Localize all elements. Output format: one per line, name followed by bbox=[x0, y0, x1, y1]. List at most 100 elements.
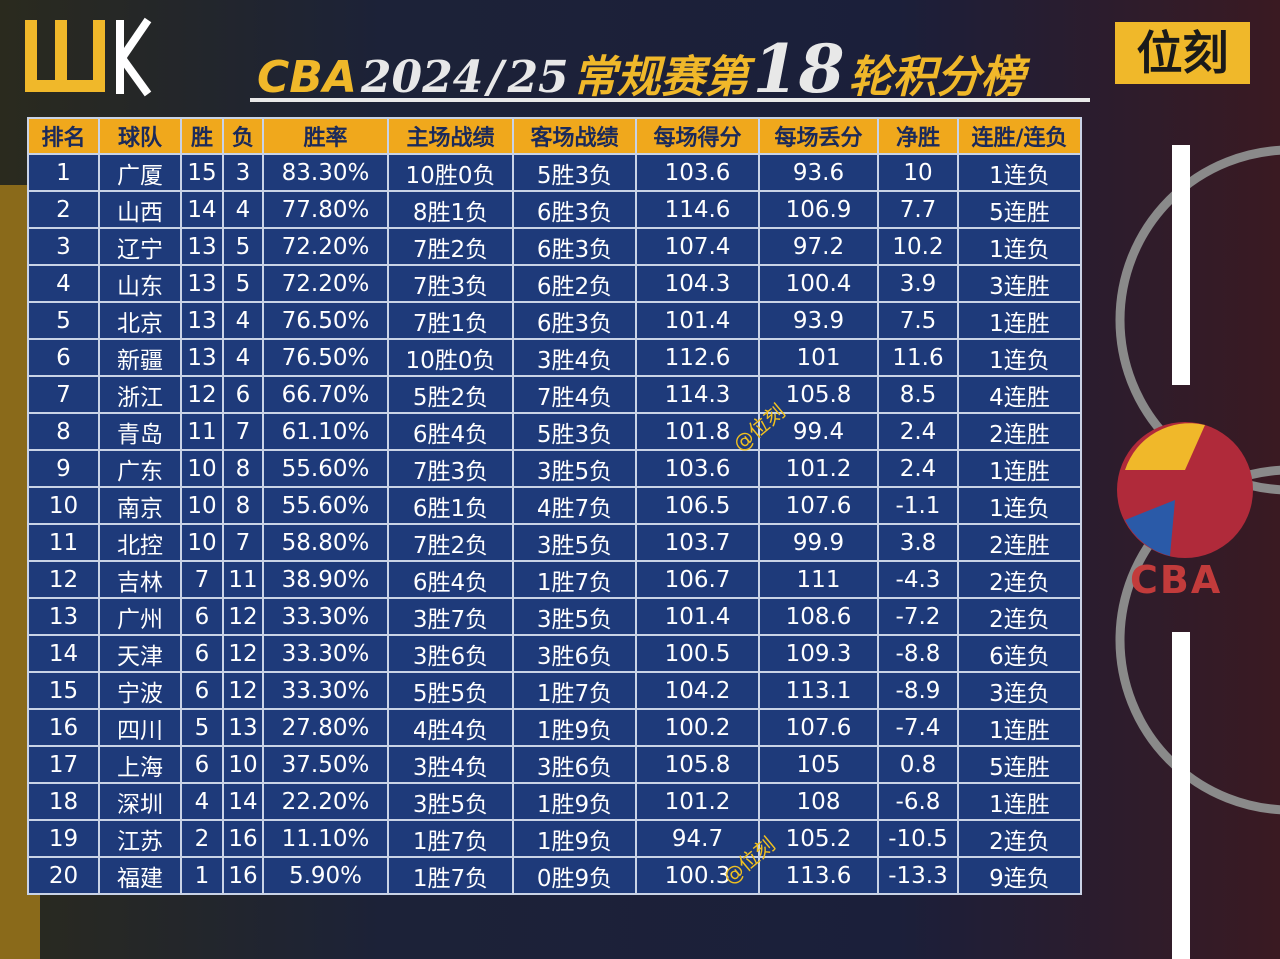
logo-k bbox=[116, 17, 152, 97]
table-cell: 107.6 bbox=[758, 486, 879, 525]
table-cell: 4 bbox=[222, 301, 264, 340]
table-cell: 6 bbox=[180, 634, 224, 673]
table-cell: 11.6 bbox=[877, 338, 959, 377]
table-cell: 3胜5负 bbox=[512, 597, 637, 636]
table-cell: 76.50% bbox=[262, 301, 389, 340]
table-cell: 7.5 bbox=[877, 301, 959, 340]
table-row: 20 福建 1 16 5.90% 1胜7负 0胜9负 100.3 113.6 -13.3 9连负 bbox=[27, 856, 1082, 895]
table-cell: 1连胜 bbox=[957, 449, 1082, 488]
ball-logo-part bbox=[1125, 423, 1205, 470]
table-cell: -6.8 bbox=[877, 782, 959, 821]
table-cell: 7 bbox=[180, 560, 224, 599]
table-cell: 6胜4负 bbox=[387, 560, 514, 599]
table-cell: 10胜0负 bbox=[387, 338, 514, 377]
table-cell: 3.8 bbox=[877, 523, 959, 562]
table-cell: 8.5 bbox=[877, 375, 959, 414]
table-cell: 12 bbox=[27, 560, 100, 599]
title-underline bbox=[250, 98, 1090, 102]
table-cell: 11.10% bbox=[262, 819, 389, 858]
brand: 位刻 bbox=[1115, 22, 1250, 84]
table-cell: 5胜5负 bbox=[387, 671, 514, 710]
table-cell: 33.30% bbox=[262, 671, 389, 710]
table-cell: 10 bbox=[180, 523, 224, 562]
table-cell: 6胜3负 bbox=[512, 301, 637, 340]
table-cell: 1胜9负 bbox=[512, 782, 637, 821]
table-cell: 6胜4负 bbox=[387, 412, 514, 451]
table-cell: 38.90% bbox=[262, 560, 389, 599]
table-row: 7 浙江 12 6 66.70% 5胜2负 7胜4负 114.3 105.8 8.5 4连胜 bbox=[27, 375, 1082, 414]
table-cell: 12 bbox=[222, 597, 264, 636]
table-cell: 11 bbox=[27, 523, 100, 562]
table-cell: 广州 bbox=[98, 597, 182, 636]
table-cell: 55.60% bbox=[262, 449, 389, 488]
table-cell: 3胜6负 bbox=[512, 745, 637, 784]
table-cell: 11 bbox=[222, 560, 264, 599]
table-cell: 7 bbox=[222, 523, 264, 562]
table-cell: 7胜3负 bbox=[387, 264, 514, 303]
table-cell: 101.2 bbox=[635, 782, 760, 821]
title-part: 常规赛第 bbox=[572, 52, 749, 103]
table-cell: 77.80% bbox=[262, 190, 389, 229]
table-cell: 94.7 bbox=[635, 819, 760, 858]
table-cell: -7.4 bbox=[877, 708, 959, 747]
table-cell: 7胜2负 bbox=[387, 523, 514, 562]
table-cell: 1连负 bbox=[957, 338, 1082, 377]
table-cell: -8.9 bbox=[877, 671, 959, 710]
table-cell: 北京 bbox=[98, 301, 182, 340]
standings-table: 排名 球队胜负胜率 主场战绩 客场战绩 每场得分 每场丢分 净胜 连胜/连负 1 广厦 15 3 83.… bbox=[27, 117, 1082, 895]
court-lines bbox=[1115, 145, 1280, 815]
column-header: 排名 bbox=[27, 117, 100, 155]
table-cell: 3胜4负 bbox=[387, 745, 514, 784]
table-cell: 广东 bbox=[98, 449, 182, 488]
table-row: 10 南京 10 8 55.60% 6胜1负 4胜7负 106.5 107.6 -1.1 1连负 bbox=[27, 486, 1082, 525]
column-header: 球队 bbox=[98, 117, 182, 155]
table-cell: 1胜7负 bbox=[512, 560, 637, 599]
column-header: 胜 bbox=[180, 117, 224, 155]
table-cell: 福建 bbox=[98, 856, 182, 895]
table-row: 17 上海 6 10 37.50% 3胜4负 3胜6负 105.8 105 0.8 5连胜 bbox=[27, 745, 1082, 784]
table-cell: 10 bbox=[222, 745, 264, 784]
table-cell: 3胜5负 bbox=[512, 449, 637, 488]
table-cell: 5 bbox=[180, 708, 224, 747]
table-cell: 101.2 bbox=[758, 449, 879, 488]
table-cell: 15 bbox=[180, 153, 224, 192]
table-cell: 1胜7负 bbox=[387, 819, 514, 858]
table-cell: 103.6 bbox=[635, 153, 760, 192]
table-cell: 宁波 bbox=[98, 671, 182, 710]
table-cell: 13 bbox=[222, 708, 264, 747]
table-cell: 113.1 bbox=[758, 671, 879, 710]
table-cell: 2 bbox=[27, 190, 100, 229]
table-cell: 6 bbox=[222, 375, 264, 414]
table-row: 16 四川 5 13 27.80% 4胜4负 1胜9负 100.2 107.6 -7.4 1连胜 bbox=[27, 708, 1082, 747]
table-cell: 105 bbox=[758, 745, 879, 784]
table-cell: 1连负 bbox=[957, 153, 1082, 192]
table-cell: 10 bbox=[180, 449, 224, 488]
table-cell: 106.7 bbox=[635, 560, 760, 599]
table-cell: 广厦 bbox=[98, 153, 182, 192]
table-cell: 13 bbox=[27, 597, 100, 636]
table-cell: 111 bbox=[758, 560, 879, 599]
table-cell: 5 bbox=[222, 264, 264, 303]
table-cell: 109.3 bbox=[758, 634, 879, 673]
column-header: 每场丢分 bbox=[758, 117, 879, 155]
table-cell: 3胜5负 bbox=[387, 782, 514, 821]
table-cell: 1 bbox=[180, 856, 224, 895]
table-cell: 83.30% bbox=[262, 153, 389, 192]
table-cell: 103.7 bbox=[635, 523, 760, 562]
table-cell: 1连胜 bbox=[957, 782, 1082, 821]
table-row: 4 山东 13 5 72.20% 7胜3负 6胜2负 104.3 100.4 3.9 3连胜 bbox=[27, 264, 1082, 303]
table-cell: 107.4 bbox=[635, 227, 760, 266]
table-cell: 6胜3负 bbox=[512, 190, 637, 229]
table-cell: -10.5 bbox=[877, 819, 959, 858]
table-cell: 10 bbox=[180, 486, 224, 525]
table-cell: 1连负 bbox=[957, 486, 1082, 525]
table-row: 9 广东 10 8 55.60% 7胜3负 3胜5负 103.6 101.2 2.4 1连胜 bbox=[27, 449, 1082, 488]
table-cell: 青岛 bbox=[98, 412, 182, 451]
table-cell: 100.5 bbox=[635, 634, 760, 673]
table-cell: 22.20% bbox=[262, 782, 389, 821]
table-cell: 17 bbox=[27, 745, 100, 784]
table-cell: 0胜9负 bbox=[512, 856, 637, 895]
table-cell: 10 bbox=[877, 153, 959, 192]
table-cell: 66.70% bbox=[262, 375, 389, 414]
table-cell: 105.8 bbox=[635, 745, 760, 784]
